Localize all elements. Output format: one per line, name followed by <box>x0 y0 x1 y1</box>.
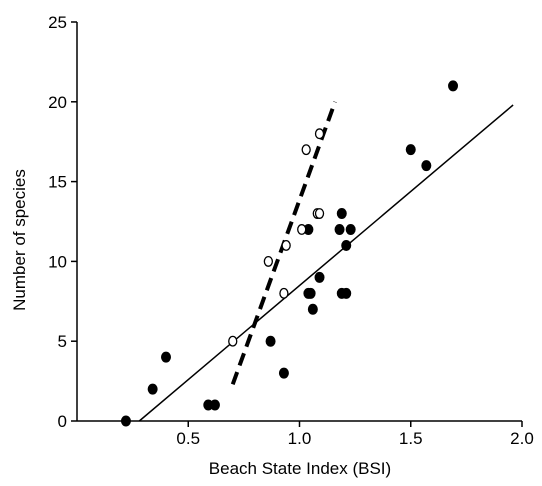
filled-data-point <box>278 367 289 379</box>
filled-data-point <box>305 287 316 299</box>
open-data-point <box>314 128 325 140</box>
filled-data-point <box>421 160 432 172</box>
x-axis-ticks: 0.5 1.0 1.5 2.0 <box>176 421 534 448</box>
axes: 0.5 1.0 1.5 2.0 0 5 10 15 20 25 <box>48 13 534 448</box>
filled-data-point <box>314 271 325 283</box>
data-points <box>120 80 459 427</box>
y-tick-label: 10 <box>48 252 67 271</box>
filled-data-point <box>336 208 347 220</box>
filled-data-point <box>341 239 352 251</box>
filled-data-point <box>334 223 345 235</box>
open-data-point <box>279 287 289 299</box>
x-axis-title: Beach State Index (BSI) <box>209 459 391 478</box>
filled-data-point <box>147 383 158 395</box>
y-tick-label: 0 <box>58 412 67 431</box>
x-tick-label: 1.0 <box>288 429 312 448</box>
filled-data-point <box>265 335 276 347</box>
y-tick-label: 15 <box>48 173 67 192</box>
x-tick-label: 0.5 <box>176 429 200 448</box>
x-tick-label: 1.5 <box>399 429 423 448</box>
y-tick-label: 20 <box>48 93 67 112</box>
open-data-point <box>301 144 311 156</box>
fit-lines <box>138 101 514 422</box>
filled-data-point <box>161 351 171 363</box>
filled-data-point <box>341 287 352 299</box>
open-data-point <box>228 335 238 347</box>
open-data-point <box>297 224 307 235</box>
solid-fit-line <box>138 104 514 422</box>
open-data-point <box>314 208 325 219</box>
filled-data-point <box>307 303 318 315</box>
filled-data-point <box>209 399 220 411</box>
y-tick-label: 25 <box>48 13 67 32</box>
y-axis-ticks: 0 5 10 15 20 25 <box>48 13 77 431</box>
filled-data-point <box>448 80 459 92</box>
plot-area <box>120 80 514 427</box>
x-tick-label: 2.0 <box>510 429 534 448</box>
open-data-point <box>263 255 274 267</box>
y-tick-label: 5 <box>58 332 67 351</box>
open-data-point <box>281 239 291 251</box>
y-axis-title: Number of species <box>10 169 29 311</box>
filled-data-point <box>345 223 356 235</box>
filled-data-point <box>405 144 416 156</box>
